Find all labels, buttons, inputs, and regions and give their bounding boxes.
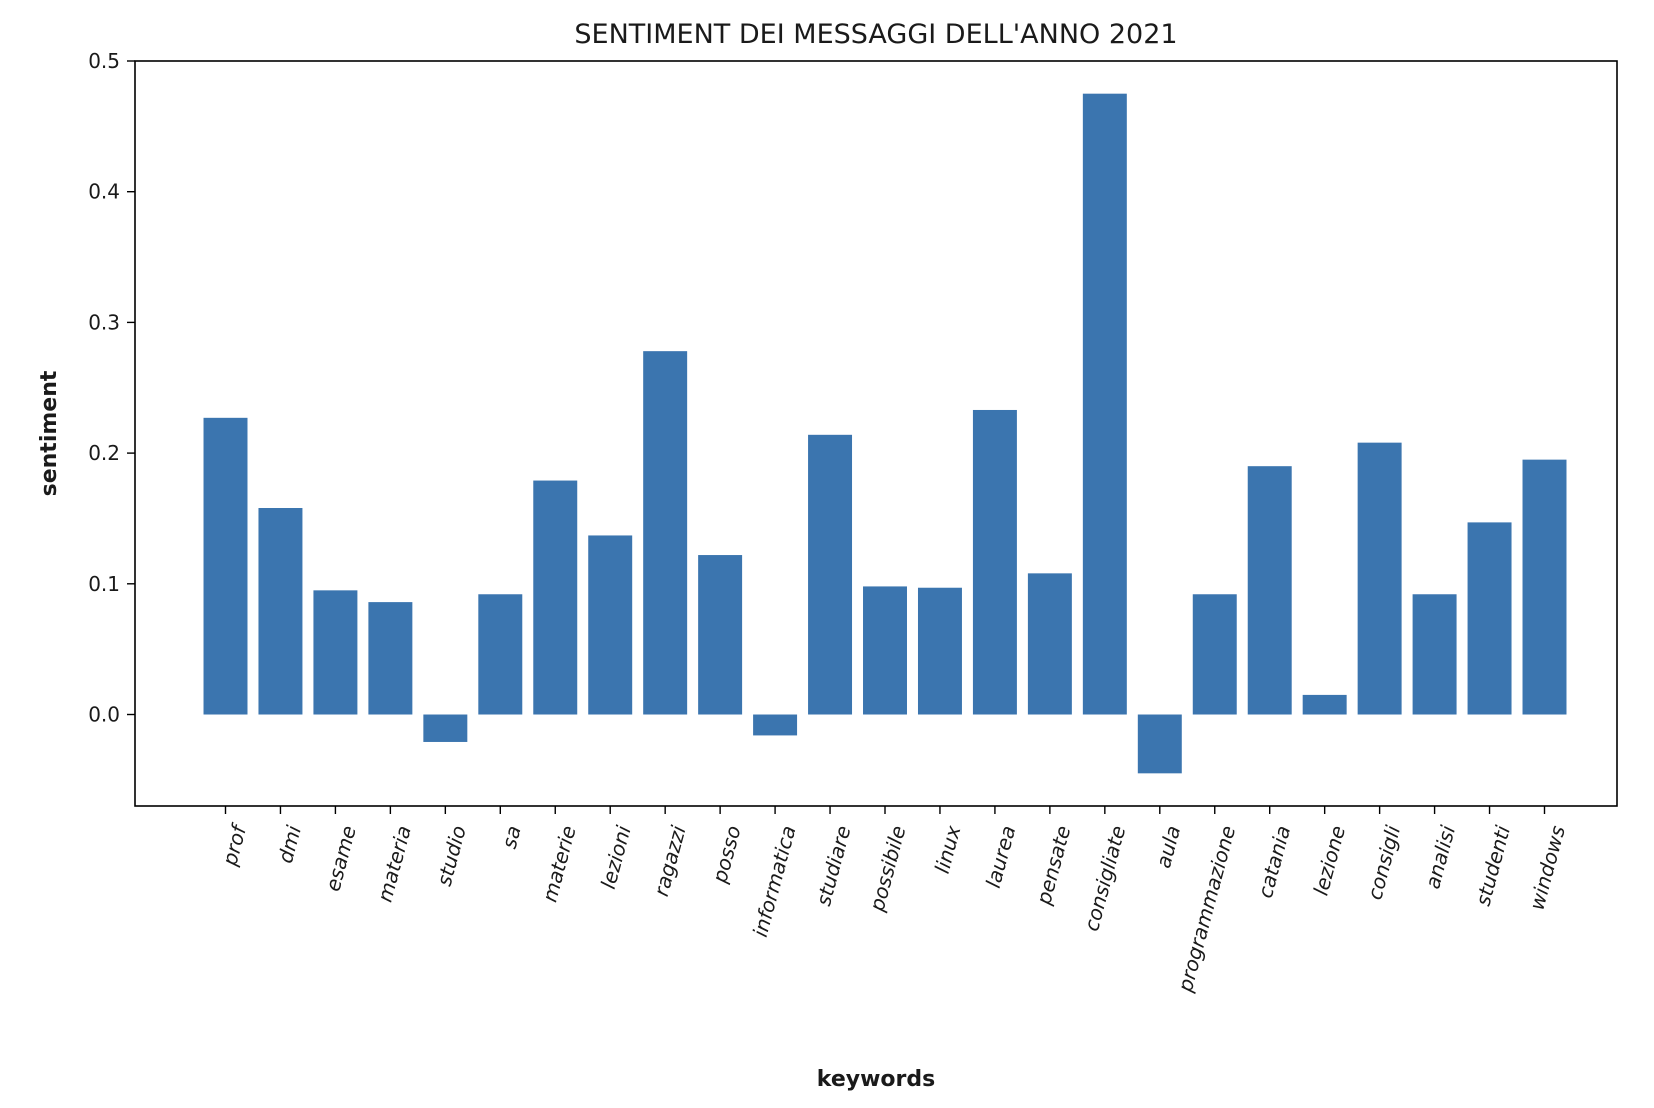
bar-studio	[423, 714, 468, 742]
x-tick-label-laurea: laurea	[981, 823, 1021, 890]
bar-studenti	[1467, 522, 1512, 715]
x-tick-label-programmazione: programmazione	[1173, 823, 1241, 995]
bar-prof	[203, 417, 248, 715]
y-tick-label: 0.0	[88, 703, 120, 727]
y-tick-label: 0.4	[88, 180, 120, 204]
x-tick-label-catania: catania	[1253, 823, 1295, 901]
bar-materia	[368, 602, 413, 715]
bar-consigliate	[1082, 93, 1127, 715]
x-tick-label-analisi: analisi	[1420, 823, 1460, 892]
x-tick-label-informatica: informatica	[748, 823, 801, 939]
x-tick-label-ragazzi: ragazzi	[649, 823, 691, 899]
y-tick-label: 0.3	[88, 310, 120, 334]
x-tick-label-windows: windows	[1524, 823, 1570, 913]
bar-lezioni	[588, 535, 633, 715]
bar-windows	[1522, 459, 1567, 715]
bar-materie	[533, 480, 578, 715]
bar-aula	[1137, 714, 1182, 774]
x-tick-label-esame: esame	[320, 823, 360, 894]
bar-ragazzi	[643, 351, 688, 715]
bar-programmazione	[1192, 594, 1237, 715]
bar-studiare	[808, 434, 853, 715]
x-tick-label-studenti: studenti	[1471, 823, 1516, 909]
bar-possibile	[863, 586, 907, 715]
chart-title: SENTIMENT DEI MESSAGGI DELL'ANNO 2021	[574, 19, 1177, 50]
x-tick-label-pensate: pensate	[1031, 823, 1075, 908]
bar-esame	[313, 590, 358, 715]
bar-lezione	[1302, 694, 1347, 715]
x-tick-label-materia: materia	[373, 823, 416, 904]
bar-sa	[478, 594, 523, 715]
x-axis-label: keywords	[817, 1067, 935, 1092]
x-tick-label-materie: materie	[537, 823, 580, 905]
x-tick-label-linux: linux	[930, 823, 966, 876]
x-tick-label-posso: posso	[707, 823, 745, 886]
plot-frame	[134, 60, 1618, 807]
y-axis-ticks: 0.0 0.1 0.2 0.3 0.4 0.5	[88, 49, 135, 727]
y-tick-label: 0.5	[88, 49, 120, 73]
x-tick-label-consigli: consigli	[1362, 823, 1405, 903]
y-tick-label: 0.1	[88, 572, 120, 596]
y-axis-label: sentiment	[37, 370, 62, 496]
x-axis-ticks: prof dmi esame materia studio sa materie lezion…	[217, 806, 1570, 995]
bar-pensate	[1027, 573, 1072, 715]
x-tick-label-lezioni: lezioni	[596, 823, 636, 892]
bar-dmi	[258, 508, 303, 715]
bar-analisi	[1412, 594, 1457, 715]
x-tick-label-possibile: possibile	[864, 823, 910, 915]
bar-linux	[917, 587, 962, 715]
x-tick-label-studiare: studiare	[811, 823, 855, 908]
x-tick-label-studio: studio	[432, 823, 471, 889]
bar-catania	[1247, 466, 1292, 715]
x-tick-label-aula: aula	[1151, 823, 1185, 871]
y-tick-label: 0.2	[88, 441, 120, 465]
x-tick-label-lezione: lezione	[1309, 823, 1351, 898]
x-tick-label-prof: prof	[217, 820, 252, 869]
bar-posso	[698, 555, 743, 715]
bar-laurea	[972, 409, 1017, 715]
x-tick-label-sa: sa	[497, 823, 526, 851]
x-tick-label-consigliate: consigliate	[1079, 823, 1130, 934]
bar-informatica	[753, 714, 798, 736]
bars-group	[203, 93, 1567, 774]
x-tick-label-dmi: dmi	[273, 823, 306, 866]
bar-consigli	[1357, 442, 1402, 715]
